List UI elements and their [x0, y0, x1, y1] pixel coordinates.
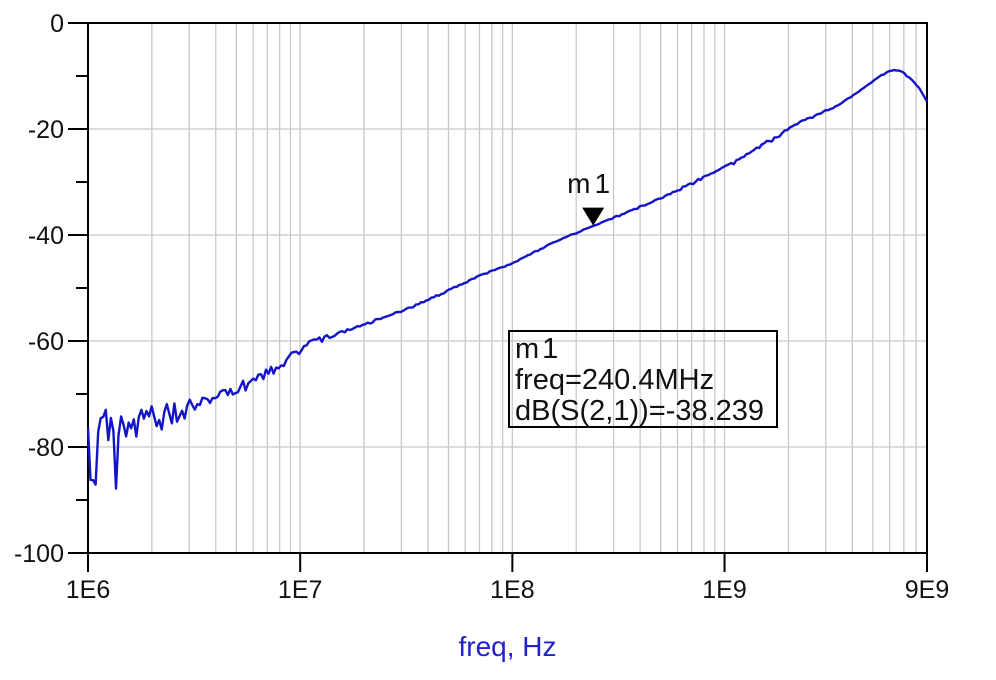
y-tick-label: 0 [50, 10, 64, 38]
y-tick-label: -40 [28, 222, 64, 250]
x-tick-label: 1E6 [66, 576, 110, 604]
x-tick-label: 1E9 [702, 576, 746, 604]
marker-m1-symbol[interactable] [582, 207, 605, 226]
x-tick-label: 1E7 [278, 576, 322, 604]
y-tick-label: -60 [28, 328, 64, 356]
plot-border [87, 22, 928, 554]
x-tick-label: 9E9 [905, 576, 949, 604]
marker-readout-freq: freq=240.4MHz [515, 364, 715, 396]
y-tick-label: -20 [28, 116, 64, 144]
x-tick-label: 1E8 [490, 576, 534, 604]
marker-readout-box[interactable]: m1 freq=240.4MHz dB(S(2,1))=-38.239 [508, 330, 778, 428]
y-tick-label: -80 [28, 434, 64, 462]
s21-trace [86, 68, 929, 490]
marker-readout-name: m1 [515, 333, 562, 365]
y-tick-label: -100 [14, 540, 64, 568]
marker-m1-label: m1 [567, 167, 615, 199]
x-axis-title: freq, Hz [458, 631, 557, 662]
marker-readout-value: dB(S(2,1))=-38.239 [515, 395, 765, 427]
